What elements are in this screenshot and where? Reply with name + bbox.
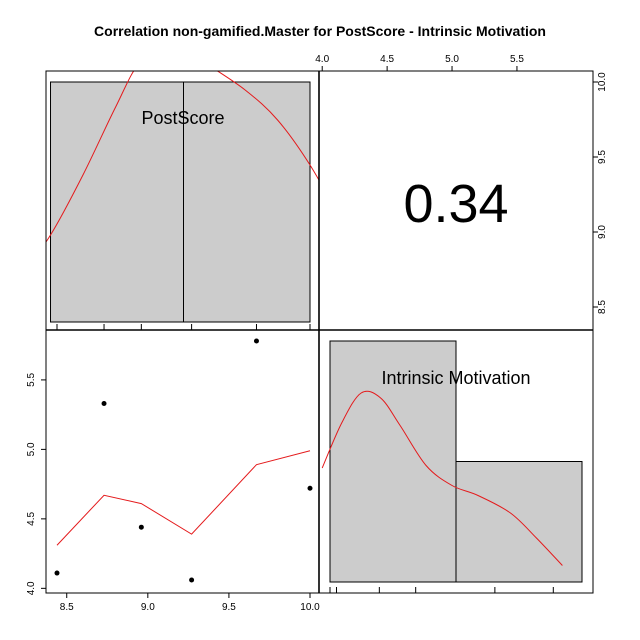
- x-axis-tick-label: 9.5: [222, 602, 236, 613]
- left-axis-tick-label: 5.0: [26, 442, 37, 456]
- scatter-panel: [54, 338, 313, 583]
- plot-layer: PostScore 0.34 Intrinsic Motivation 8.5 9.0 9…: [26, 54, 608, 613]
- chart-title: Correlation non-gamified.Master for Post…: [94, 23, 546, 39]
- intrinsic-histogram-bar: [329, 340, 457, 583]
- scatter-point: [307, 485, 313, 491]
- postscore-density-curve: [46, 71, 319, 243]
- left-axis-tick-label: 4.5: [26, 511, 37, 525]
- right-axis-tick-label: 8.5: [597, 300, 608, 314]
- top-axis-tick-label: 5.5: [510, 54, 524, 65]
- intrinsic-density-curve: [321, 390, 563, 566]
- top-axis-tick-label: 4.0: [315, 54, 329, 65]
- top-axis-tick-label: 4.5: [380, 54, 394, 65]
- scatter-point: [253, 338, 259, 344]
- scatter-point: [54, 570, 60, 576]
- left-axis-tick-label: 5.5: [26, 373, 37, 387]
- intrinsic-panel: [321, 340, 583, 583]
- scatter-point: [189, 577, 195, 583]
- postscore-diag-label: PostScore: [141, 108, 224, 128]
- x-axis-tick-label: 8.5: [60, 602, 74, 613]
- postscore-panel: [46, 71, 319, 323]
- correlation-value: 0.34: [403, 174, 508, 234]
- right-axis-tick-label: 9.5: [597, 150, 608, 164]
- left-axis-tick-label: 4.0: [26, 581, 37, 595]
- intrinsic-histogram-bar: [455, 461, 583, 583]
- top-axis-tick-label: 5.0: [445, 54, 459, 65]
- right-axis-tick-label: 9.0: [597, 225, 608, 239]
- intrinsic-diag-label: Intrinsic Motivation: [381, 368, 530, 388]
- x-axis-tick-label: 9.0: [141, 602, 155, 613]
- postscore-histogram-bar: [50, 81, 185, 323]
- scatter-point: [138, 524, 144, 530]
- postscore-histogram-bar: [183, 81, 311, 323]
- scatter-point: [101, 401, 107, 407]
- right-axis-tick-label: 10.0: [597, 72, 608, 92]
- scatter-smooth-line: [56, 450, 311, 546]
- x-axis-tick-label: 10.0: [300, 602, 320, 613]
